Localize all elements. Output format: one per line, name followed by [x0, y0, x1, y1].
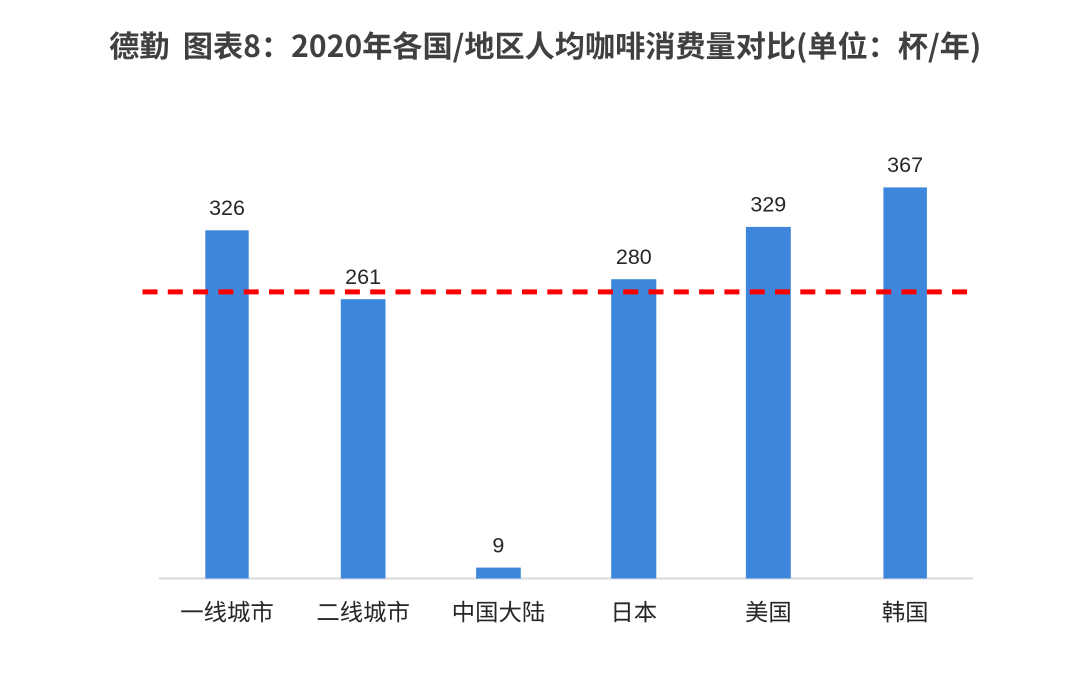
- svg-text:329: 329: [750, 193, 786, 217]
- svg-text:9: 9: [492, 533, 504, 557]
- svg-text:261: 261: [345, 265, 381, 289]
- svg-text:367: 367: [887, 153, 923, 177]
- svg-text:326: 326: [209, 196, 245, 220]
- svg-text:280: 280: [616, 245, 652, 269]
